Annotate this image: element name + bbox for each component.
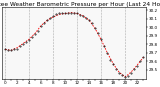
Point	[130, 72, 133, 73]
Point	[79, 14, 82, 16]
Point	[28, 39, 30, 41]
Point	[136, 65, 139, 66]
Point	[142, 56, 145, 58]
Point	[94, 27, 97, 29]
Point	[37, 30, 40, 31]
Point	[40, 26, 42, 27]
Point	[103, 45, 106, 47]
Title: Milwaukee Weather Barometric Pressure per Hour (Last 24 Hours): Milwaukee Weather Barometric Pressure pe…	[0, 2, 160, 7]
Point	[31, 37, 33, 38]
Point	[16, 48, 18, 49]
Point	[127, 75, 130, 77]
Point	[22, 44, 24, 45]
Point	[133, 68, 136, 70]
Point	[109, 59, 112, 60]
Point	[52, 15, 55, 17]
Point	[100, 38, 103, 40]
Point	[58, 13, 60, 14]
Point	[106, 52, 109, 54]
Point	[61, 12, 64, 13]
Point	[43, 22, 45, 24]
Point	[76, 13, 79, 14]
Point	[7, 50, 9, 51]
Point	[34, 33, 36, 35]
Point	[55, 14, 57, 15]
Point	[67, 12, 70, 13]
Point	[10, 50, 12, 51]
Point	[25, 41, 27, 42]
Point	[88, 20, 91, 21]
Point	[49, 17, 52, 18]
Point	[82, 15, 84, 17]
Point	[124, 76, 127, 78]
Point	[85, 17, 88, 18]
Point	[112, 63, 115, 65]
Point	[139, 61, 142, 62]
Point	[115, 68, 118, 70]
Point	[19, 45, 21, 47]
Point	[118, 72, 121, 73]
Point	[64, 13, 67, 14]
Point	[91, 22, 94, 24]
Point	[70, 12, 72, 13]
Point	[73, 13, 76, 14]
Point	[4, 49, 6, 50]
Point	[46, 20, 48, 21]
Point	[121, 74, 124, 76]
Point	[13, 49, 15, 50]
Point	[97, 32, 100, 34]
